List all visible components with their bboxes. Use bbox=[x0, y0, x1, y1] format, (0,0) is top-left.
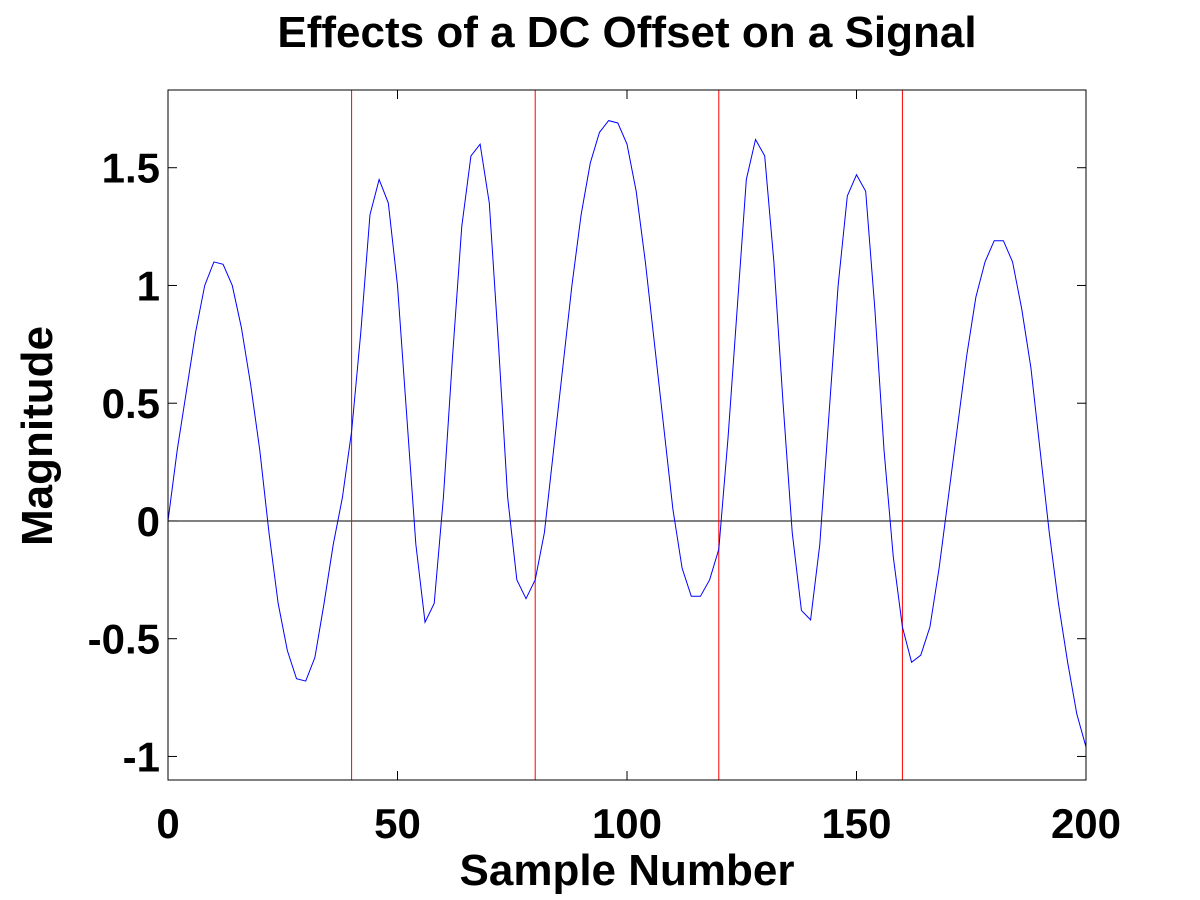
y-tick-label: 1.5 bbox=[102, 145, 160, 192]
x-axis-label: Sample Number bbox=[460, 846, 795, 895]
chart-title: Effects of a DC Offset on a Signal bbox=[277, 8, 976, 57]
y-tick-label: -0.5 bbox=[88, 616, 160, 663]
x-tick-label: 150 bbox=[821, 800, 891, 847]
x-tick-label: 100 bbox=[592, 800, 662, 847]
y-tick-label: -1 bbox=[123, 733, 160, 780]
y-tick-label: 0 bbox=[137, 498, 160, 545]
y-axis-label: Magnitude bbox=[13, 326, 62, 546]
x-tick-label: 50 bbox=[374, 800, 421, 847]
y-tick-label: 1 bbox=[137, 262, 160, 309]
x-tick-label: 200 bbox=[1051, 800, 1121, 847]
x-tick-label: 0 bbox=[156, 800, 179, 847]
y-tick-label: 0.5 bbox=[102, 380, 160, 427]
signal-line bbox=[167, 120, 1087, 748]
